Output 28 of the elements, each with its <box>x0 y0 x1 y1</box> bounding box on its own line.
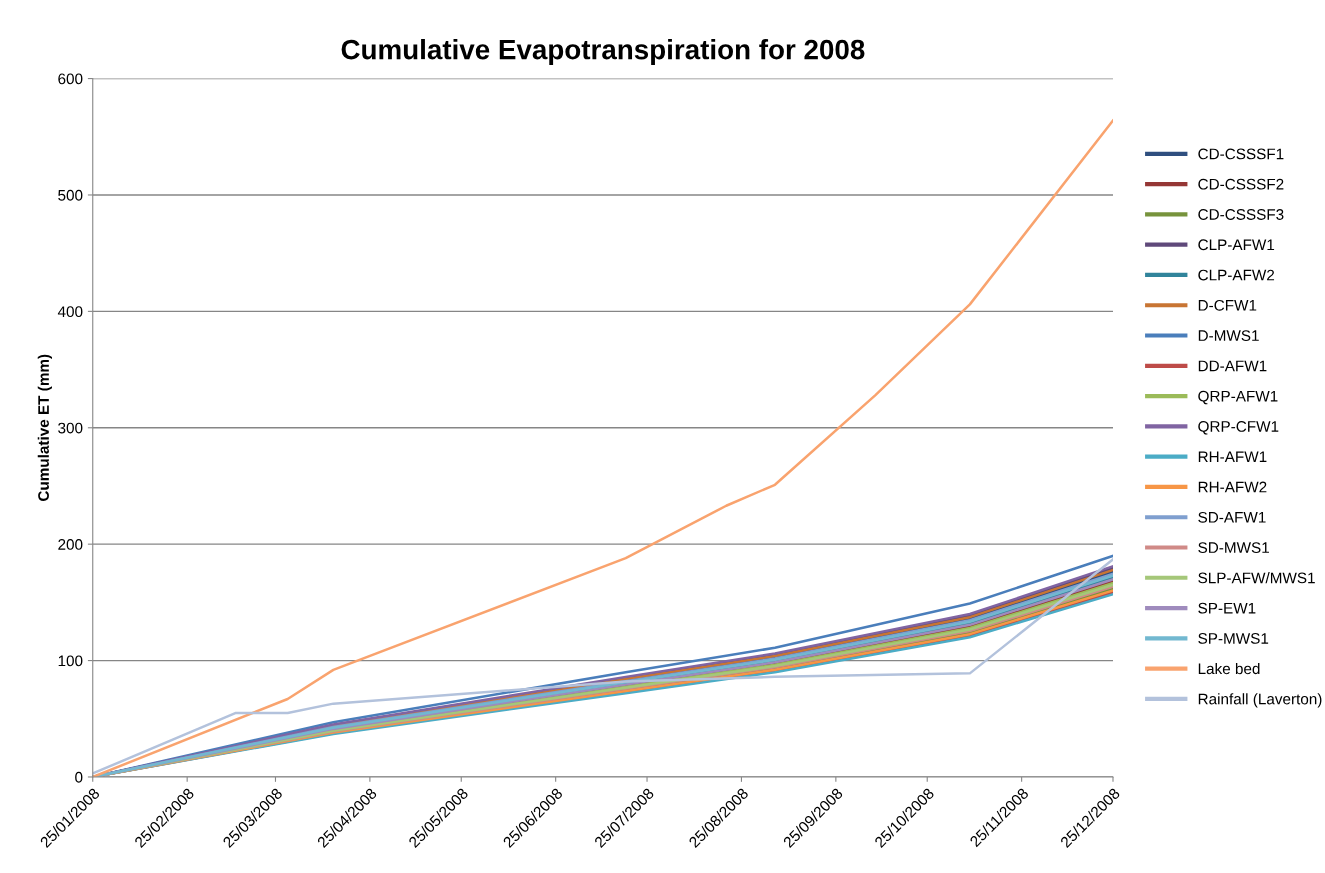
legend-label: SP-EW1 <box>1198 602 1256 614</box>
y-tick-label: 400 <box>57 306 83 318</box>
legend-label: RH-AFW2 <box>1198 481 1267 493</box>
legend-label: D-MWS1 <box>1198 330 1259 342</box>
legend-label: CLP-AFW2 <box>1198 269 1275 281</box>
y-tick-label: 100 <box>58 655 83 667</box>
legend-label: SD-AFW1 <box>1198 511 1266 523</box>
legend-label: SLP-AFW/MWS1 <box>1198 572 1315 584</box>
legend-label: CD-CSSSF2 <box>1198 178 1284 190</box>
legend-label: QRP-AFW1 <box>1198 390 1278 405</box>
legend-label: Lake bed <box>1198 662 1260 675</box>
legend-label: CLP-AFW1 <box>1198 239 1275 251</box>
y-tick-label: 0 <box>75 771 83 783</box>
legend-label: SD-MWS1 <box>1198 542 1269 553</box>
legend-label: D-CFW1 <box>1198 299 1257 311</box>
legend-label: CD-CSSSF3 <box>1198 209 1284 220</box>
y-tick-label: 200 <box>58 539 83 550</box>
legend-label: CD-CSSSF1 <box>1198 148 1284 160</box>
legend-label: DD-AFW1 <box>1198 360 1267 372</box>
y-tick-label: 600 <box>58 73 83 85</box>
legend-label: QRP-CFW1 <box>1198 421 1279 435</box>
y-axis-title: Cumulative ET (mm) <box>37 354 52 501</box>
chart-title: Cumulative Evapotranspiration for 2008 <box>341 39 865 65</box>
legend-label: Rainfall (Laverton) <box>1198 693 1322 708</box>
legend-label: RH-AFW1 <box>1198 451 1267 462</box>
y-tick-label: 300 <box>58 422 83 434</box>
y-tick-label: 500 <box>58 189 83 201</box>
legend-label: SP-MWS1 <box>1198 633 1269 644</box>
